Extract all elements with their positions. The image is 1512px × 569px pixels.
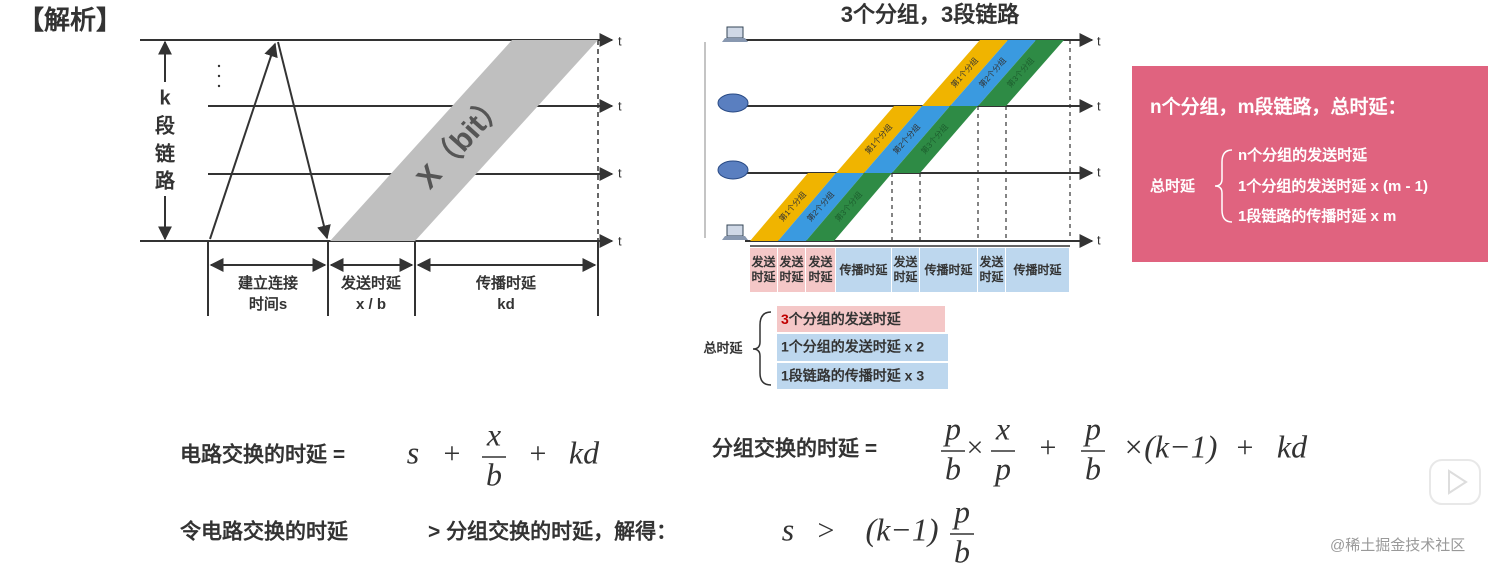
segment-label: 时间s bbox=[249, 295, 287, 313]
term-box bbox=[777, 306, 945, 332]
packet bbox=[922, 40, 1008, 106]
t-label: t bbox=[618, 33, 622, 48]
denominator: p bbox=[993, 450, 1011, 486]
play-icon bbox=[1429, 459, 1481, 505]
term-box bbox=[777, 363, 948, 389]
dashed-guides bbox=[891, 40, 1071, 241]
term: 1段链路的传播时延 x 3 bbox=[781, 368, 924, 384]
symbol: (k−1) bbox=[865, 511, 938, 547]
formula-label: 电路交换的时延 = bbox=[180, 443, 345, 467]
symbol: ×(k−1) bbox=[1123, 428, 1218, 464]
circuit-t: t t t t bbox=[618, 33, 622, 248]
term-text: 个分组的发送时延 bbox=[788, 311, 902, 327]
operator: + bbox=[444, 437, 461, 470]
numerator: p bbox=[943, 410, 961, 446]
operator: + bbox=[1237, 431, 1254, 464]
denominator: b bbox=[954, 533, 970, 569]
data-band bbox=[330, 40, 598, 241]
summary-term: 1个分组的发送时延 x (m - 1) bbox=[1238, 177, 1428, 195]
packet bbox=[978, 40, 1064, 106]
link-label: 链 bbox=[155, 141, 176, 165]
segment-label: x / b bbox=[356, 296, 386, 313]
packet-t: t t t t bbox=[1097, 33, 1101, 247]
t-label: t bbox=[1097, 164, 1101, 179]
t-label: t bbox=[618, 233, 622, 248]
operator: > bbox=[818, 514, 835, 547]
symbol: s bbox=[782, 511, 794, 547]
numerator: p bbox=[952, 493, 970, 529]
packet bbox=[750, 173, 836, 241]
denominator: b bbox=[945, 450, 961, 486]
denominator: b bbox=[1085, 450, 1101, 486]
t-label: t bbox=[618, 98, 622, 113]
timeline-cell: 传播时延 bbox=[920, 248, 978, 292]
packet bbox=[864, 106, 950, 173]
formula-label: > 分组交换的时延，解得： bbox=[428, 520, 677, 544]
numerator: x bbox=[486, 416, 501, 452]
segment-label: 传播时延 bbox=[475, 274, 537, 292]
summary-term: 1段链路的传播时延 x m bbox=[1238, 207, 1396, 225]
summary-total: 总时延 bbox=[1150, 177, 1196, 195]
packet bbox=[950, 40, 1036, 106]
denominator: b bbox=[486, 456, 502, 492]
numerator: p bbox=[1083, 410, 1101, 446]
packet bbox=[836, 106, 922, 173]
timeline-cell: 传播时延 bbox=[1006, 248, 1070, 292]
term-box bbox=[777, 334, 948, 361]
segment-label: kd bbox=[497, 296, 515, 313]
packet bbox=[892, 106, 978, 173]
timeline-cell: 发送时延 bbox=[750, 248, 778, 292]
t-label: t bbox=[1097, 232, 1101, 247]
brace bbox=[752, 311, 772, 386]
handshake bbox=[209, 41, 331, 240]
symbol: s bbox=[407, 434, 419, 470]
operator: + bbox=[530, 437, 547, 470]
term: 3个分组的发送时延 bbox=[781, 311, 902, 327]
t-label: t bbox=[1097, 98, 1101, 113]
term: 1个分组的发送时延 x 2 bbox=[781, 339, 924, 355]
numerator: x bbox=[995, 410, 1010, 446]
packet bbox=[806, 173, 892, 241]
operator: × bbox=[967, 431, 984, 464]
t-label: t bbox=[1097, 33, 1101, 48]
symbol: kd bbox=[569, 434, 600, 470]
dimension-lines bbox=[207, 241, 599, 316]
link-label: 路 bbox=[155, 168, 176, 192]
devices bbox=[717, 26, 749, 240]
timeline-cell: 传播时延 bbox=[836, 248, 892, 292]
summary-box bbox=[1132, 66, 1488, 262]
link-label: k bbox=[159, 87, 171, 109]
formula-label: 令电路交换的时延 bbox=[180, 520, 349, 544]
packet bbox=[778, 173, 864, 241]
segment-label: 发送时延 bbox=[340, 274, 402, 292]
symbol: kd bbox=[1277, 428, 1308, 464]
link-label: 段 bbox=[155, 113, 175, 137]
timeline-cell: 发送时延 bbox=[892, 248, 920, 292]
timeline-cell: 发送时延 bbox=[806, 248, 836, 292]
watermark: @稀土掘金技术社区 bbox=[1330, 537, 1465, 554]
packet-title: 3个分组，3段链路 bbox=[841, 2, 1020, 27]
header-title: 【解析】 bbox=[18, 5, 122, 35]
timeline-cell: 发送时延 bbox=[978, 248, 1006, 292]
formula-label: 分组交换的时延 = bbox=[712, 437, 877, 461]
total-label: 总时延 bbox=[703, 340, 743, 355]
operator: + bbox=[1040, 431, 1057, 464]
summary-title: n个分组，m段链路，总时延： bbox=[1150, 95, 1407, 118]
timeline-cell: 发送时延 bbox=[778, 248, 806, 292]
ellipsis bbox=[217, 64, 221, 88]
segment-label: 建立连接 bbox=[238, 274, 298, 292]
segment-labels: 建立连接 时间s 发送时延 x / b 传播时延 kd bbox=[238, 274, 537, 313]
term-count: 3 bbox=[781, 311, 789, 327]
summary-term: n个分组的发送时延 bbox=[1238, 146, 1368, 164]
t-label: t bbox=[618, 165, 622, 180]
brace bbox=[1214, 149, 1233, 223]
packets: 第1个分组第1个分组第1个分组第2个分组第2个分组第2个分组第3个分组第3个分组… bbox=[750, 40, 1064, 241]
